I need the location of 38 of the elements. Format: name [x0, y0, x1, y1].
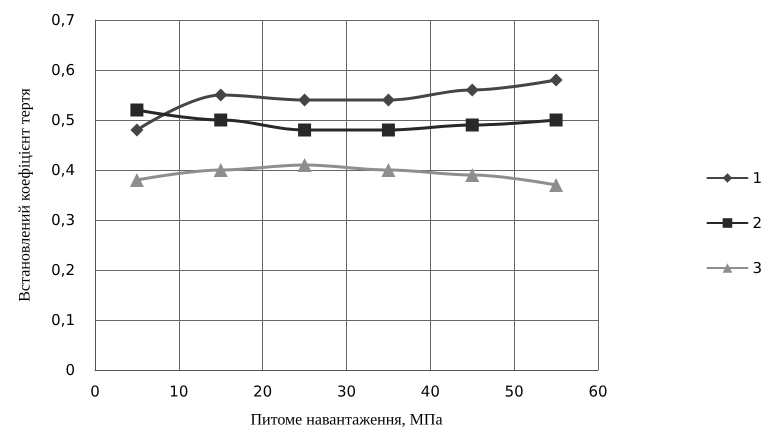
x-tick-label: 60: [588, 382, 608, 400]
x-tick-label: 30: [336, 382, 356, 400]
point: [549, 178, 564, 192]
y-tick-label: 0: [65, 361, 75, 379]
y-tick-label: 0,7: [51, 11, 75, 29]
x-axis-title: Питоме навантаження, МПа: [250, 412, 443, 428]
legend-label: 1: [752, 169, 762, 187]
point: [130, 173, 144, 187]
y-axis-title: Встановлений коефіцієнт тертя: [16, 88, 34, 302]
legend-label: 3: [752, 259, 762, 277]
point: [298, 94, 312, 106]
point: [550, 114, 563, 126]
y-tick-label: 0,3: [51, 211, 75, 229]
point: [465, 168, 480, 182]
x-tick-label: 50: [504, 382, 524, 400]
x-tick-label: 40: [420, 382, 440, 400]
point: [550, 74, 563, 86]
point: [466, 84, 479, 96]
point: [214, 88, 228, 102]
point: [298, 124, 312, 136]
point: [466, 118, 479, 132]
point: [214, 163, 228, 177]
x-tick-label: 0: [90, 382, 100, 400]
y-tick-label: 0,6: [51, 61, 75, 79]
point: [381, 163, 396, 177]
point: [382, 124, 395, 136]
y-tick-label: 0,5: [51, 111, 75, 129]
point: [298, 158, 312, 172]
point: [382, 94, 395, 106]
point: [214, 114, 228, 126]
legend-label: 2: [752, 214, 762, 232]
y-tick-label: 0,1: [51, 311, 75, 329]
y-tick-label: 0,4: [51, 161, 75, 179]
y-tick-label: 0,2: [51, 261, 75, 279]
x-tick-label: 20: [253, 382, 272, 400]
point: [130, 124, 144, 136]
x-tick-label: 10: [169, 382, 188, 400]
point: [130, 104, 144, 116]
